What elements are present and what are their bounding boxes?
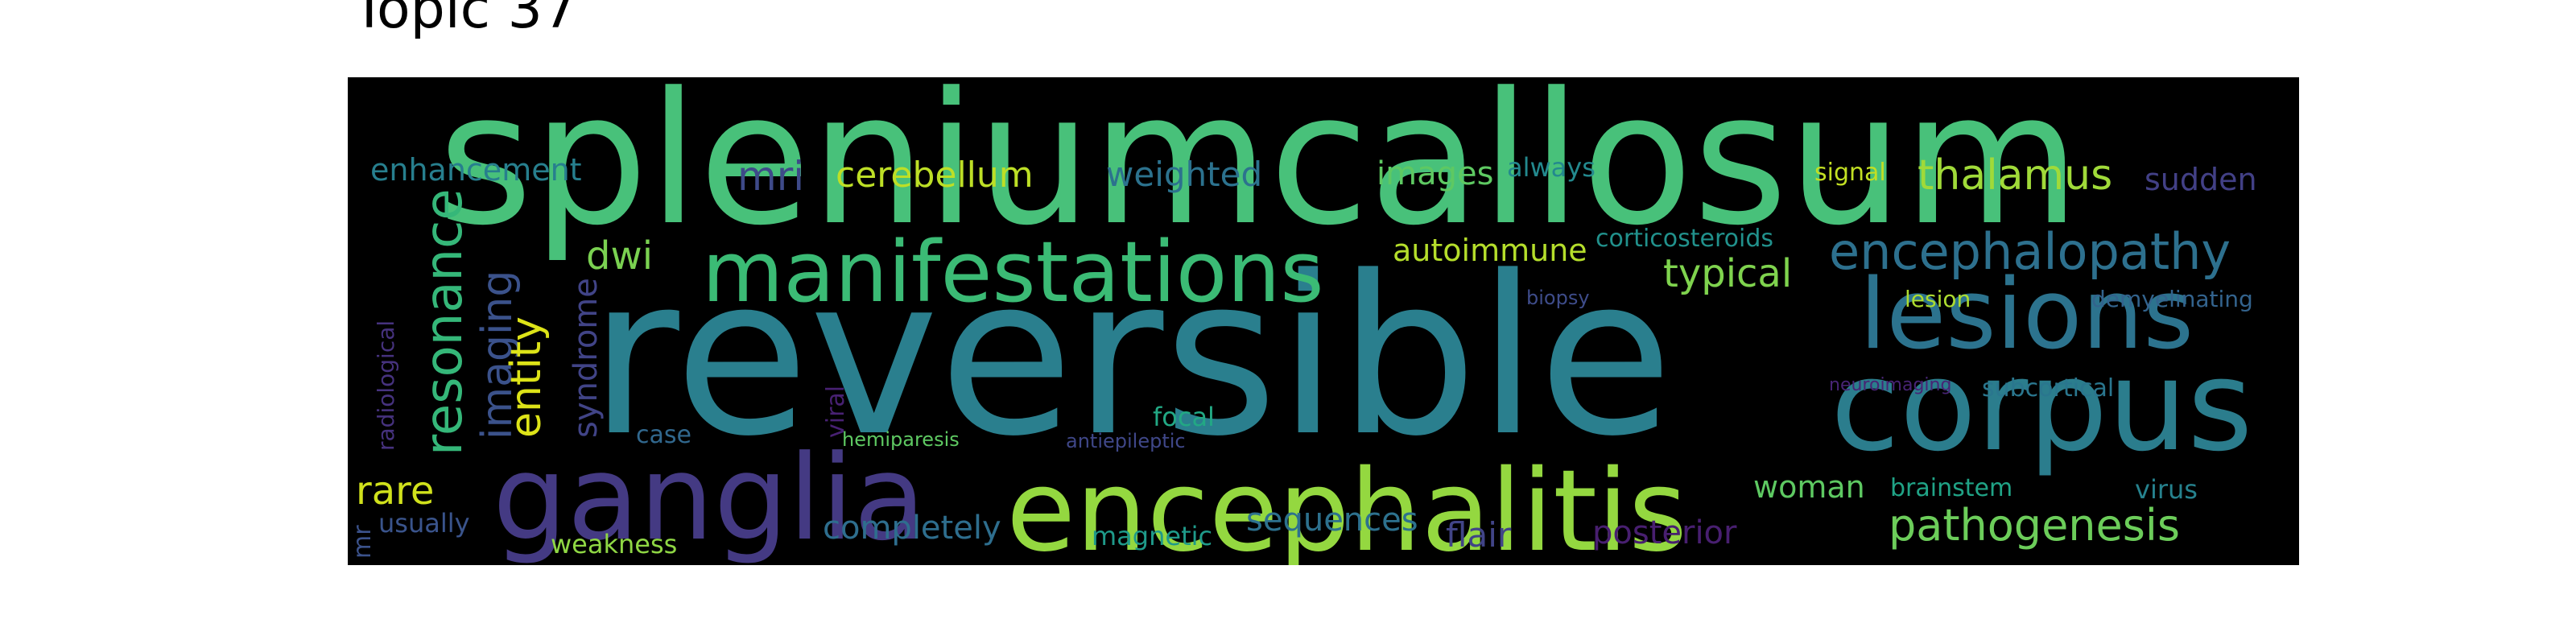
word: brainstem [1890,474,2013,502]
word: biopsy [1526,287,1590,309]
word: thalamus [1918,151,2113,200]
word: lesion [1905,286,1971,312]
word: focal [1153,402,1215,432]
word: autoimmune [1393,233,1587,268]
word: demyelinating [2091,286,2253,312]
word: subcortical [1982,374,2115,402]
word: encephalitis [1006,446,1687,566]
word: ganglia [493,430,926,565]
word: syndrome [568,278,605,438]
word: enhancement [370,152,582,188]
word: usually [378,508,470,539]
word: antiepileptic [1066,430,1186,452]
word: typical [1663,251,1793,296]
word: completely [823,510,1001,547]
word: images [1377,155,1494,192]
word: virus [2135,474,2198,505]
word: radiological [373,320,399,451]
word: corpus [1831,332,2253,479]
word: posterior [1592,514,1737,551]
word: always [1507,152,1596,183]
word: sudden [2145,162,2257,197]
word: manifestations [702,223,1324,321]
word: woman [1753,469,1865,505]
word: magnetic [1092,521,1213,551]
word: corticosteroids [1596,225,1774,253]
word: reversible [589,230,1674,485]
word: entity [502,316,551,438]
word: resonance [415,188,474,456]
word: weakness [551,529,678,559]
word: spleniumcallosum [438,77,2081,266]
word: cerebellum [836,155,1034,196]
word: mri [737,153,805,200]
word: sequences [1246,502,1418,539]
word-cloud: spleniumcallosum reversible encephalitis… [348,77,2299,565]
word: hemiparesis [842,428,960,451]
word: mr [349,525,377,559]
word: dwi [586,233,654,279]
word: flair [1446,515,1512,555]
word: lesions [1860,259,2194,371]
word: pathogenesis [1889,500,2181,551]
word: encephalopathy [1829,222,2231,281]
word: case [636,421,691,449]
word: rare [356,469,435,514]
word: neuroimaging [1829,375,1952,395]
page-title: Topic 37 [353,0,578,41]
word: weighted [1106,155,1263,194]
word: signal [1814,159,1886,187]
